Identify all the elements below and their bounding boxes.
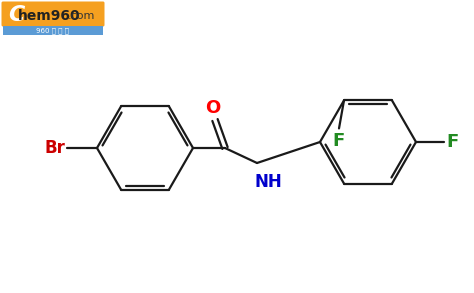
Text: .com: .com (68, 11, 95, 21)
Text: O: O (205, 99, 220, 117)
Text: Br: Br (44, 139, 65, 157)
Text: hem960: hem960 (18, 9, 81, 23)
Text: F: F (333, 132, 345, 150)
Bar (3, 26, 103, 35)
Text: C: C (8, 5, 24, 25)
Text: F: F (446, 133, 458, 151)
Text: NH: NH (255, 173, 283, 191)
FancyBboxPatch shape (1, 1, 104, 26)
Text: 960 化 工 网: 960 化 工 网 (36, 27, 70, 34)
